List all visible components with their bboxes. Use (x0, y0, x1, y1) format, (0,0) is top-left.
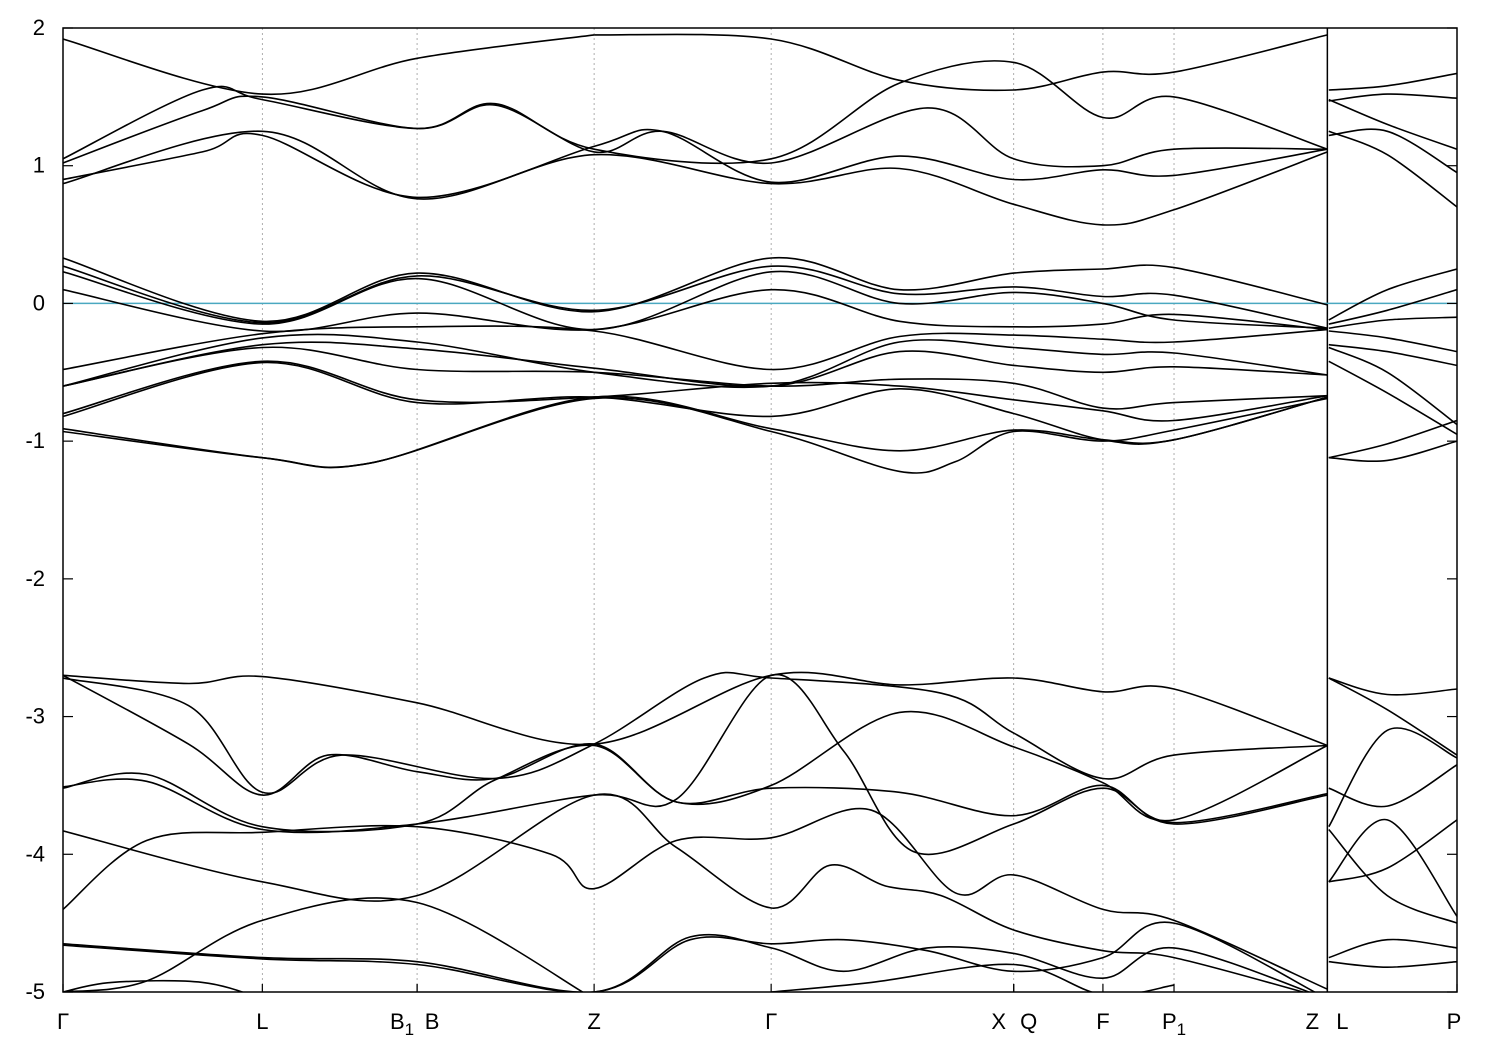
band-line-34 (63, 671, 1328, 795)
band-line-24 (1328, 268, 1457, 321)
y-tick-label: 1 (33, 153, 45, 178)
band-line-38 (63, 793, 1306, 992)
x-tick-label: P (1447, 1009, 1462, 1034)
band-line-9 (1328, 93, 1457, 102)
band-line-43 (63, 897, 584, 992)
band-line-28 (1328, 343, 1457, 367)
band-line-16 (63, 325, 1328, 371)
band-line-37 (63, 673, 1328, 856)
band-line-25 (1328, 288, 1457, 325)
band-line-40 (63, 921, 1317, 992)
band-line-32 (1328, 440, 1457, 463)
x-tick-label: Γ (57, 1009, 69, 1034)
band-line-45 (1328, 677, 1457, 696)
x-tick-label: B1 (390, 1009, 414, 1039)
y-tick-label: -4 (25, 841, 45, 866)
band-line-26 (1328, 316, 1457, 329)
band-line-42 (63, 979, 245, 992)
y-tick-label: -5 (25, 979, 45, 1004)
y-tick-label: 0 (33, 290, 45, 315)
y-tick-label: -2 (25, 566, 45, 591)
band-line-33 (63, 671, 1328, 747)
band-line-7 (1328, 72, 1457, 91)
x-tick-label: P1 (1162, 1009, 1186, 1039)
band-line-5 (63, 128, 1328, 199)
band-line-49 (1328, 828, 1457, 924)
band-line-8 (1328, 98, 1457, 150)
kpoint-gridlines (261, 28, 1329, 992)
band-line-21 (63, 361, 1328, 445)
y-tick-label: 2 (33, 15, 45, 40)
band-line-41 (63, 933, 1311, 992)
x-tick-label: L (256, 1009, 268, 1034)
band-line-47 (1328, 764, 1457, 808)
band-line-29 (1328, 346, 1457, 426)
x-tick-label: Γ (765, 1009, 777, 1034)
plot-frame (62, 27, 1458, 993)
band-line-36 (63, 744, 1328, 833)
band-lines (63, 33, 1457, 992)
band-line-12 (63, 256, 1328, 323)
band-line-15 (63, 288, 1328, 333)
band-line-27 (1328, 330, 1457, 353)
band-line-20 (63, 360, 1328, 422)
x-tick-label: L (1336, 1009, 1348, 1034)
band-line-50 (1328, 819, 1457, 917)
x-tick-label: X (991, 1009, 1006, 1034)
x-tick-label: Z (587, 1009, 600, 1034)
band-line-53 (1328, 960, 1457, 969)
band-line-23 (63, 397, 1328, 474)
band-line-35 (63, 674, 1328, 822)
band-line-39 (63, 807, 1328, 990)
band-line-19 (63, 346, 1328, 410)
band-line-1 (63, 34, 595, 96)
band-line-11 (1328, 128, 1457, 174)
band-line-6 (63, 130, 1328, 226)
band-line-51 (1328, 819, 1457, 883)
band-line-30 (1328, 360, 1457, 435)
band-line-2 (594, 33, 1328, 92)
band-line-46 (1328, 677, 1457, 756)
band-line-10 (1328, 130, 1457, 208)
band-line-44 (771, 963, 1175, 992)
band-line-13 (63, 265, 1328, 329)
band-line-52 (1328, 938, 1457, 959)
y-tick-label: -1 (25, 428, 45, 453)
y-tick-label: -3 (25, 704, 45, 729)
x-tick-label: Q (1020, 1009, 1037, 1034)
band-line-3 (63, 60, 1328, 165)
band-line-14 (63, 270, 1328, 331)
x-tick-label: B (425, 1009, 440, 1034)
x-tick-label: Z (1306, 1009, 1319, 1034)
y-axis-ticks: -5 -4 -3 -2 -1 0 1 2 (25, 15, 1457, 1004)
x-tick-label: F (1096, 1009, 1109, 1034)
band-line-31 (1328, 419, 1457, 459)
band-line-48 (1328, 727, 1457, 828)
